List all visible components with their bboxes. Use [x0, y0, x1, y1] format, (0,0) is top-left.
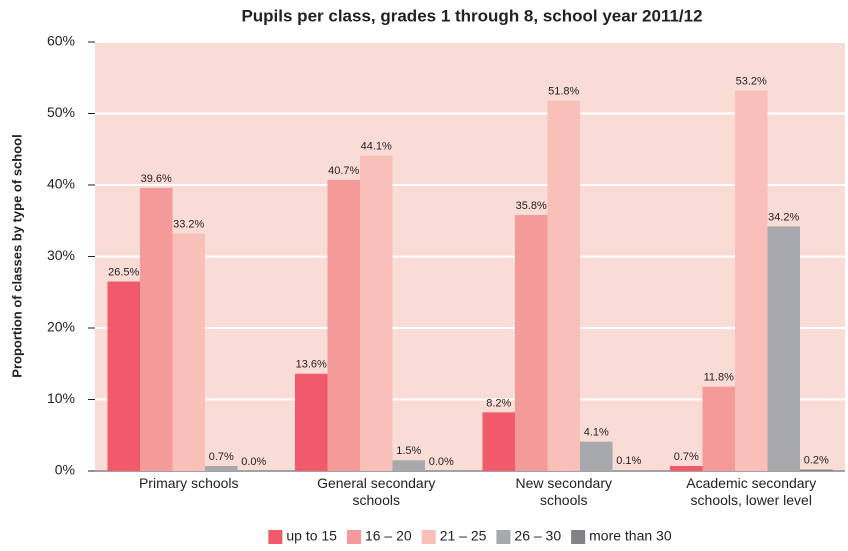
legend-swatch — [346, 530, 361, 544]
bar — [140, 187, 173, 472]
legend-item: 26 – 30 — [496, 528, 561, 544]
bar — [172, 233, 205, 471]
data-label: 0.0% — [241, 456, 266, 468]
legend-label: 21 – 25 — [440, 528, 487, 544]
x-tick-label: General secondary schools — [317, 475, 436, 508]
y-tick-label: 10% — [47, 390, 75, 406]
legend-item: 21 – 25 — [421, 528, 487, 544]
data-label: 0.0% — [429, 456, 454, 468]
data-label: 34.2% — [768, 211, 799, 223]
y-axis-label: Proportion of classes by type of school — [9, 134, 24, 377]
x-tick-label: Primary schools — [138, 475, 239, 491]
bar — [580, 441, 613, 471]
bar — [515, 215, 548, 471]
bar — [295, 373, 328, 471]
x-tick-label: New secondary schools — [515, 475, 613, 508]
y-tick-label: 60% — [47, 33, 75, 49]
bar — [670, 465, 703, 471]
bar — [327, 179, 360, 471]
data-label: 0.2% — [804, 454, 829, 466]
y-tick-label: 0% — [55, 462, 75, 478]
bar — [767, 226, 800, 471]
legend-item: up to 15 — [268, 528, 337, 544]
legend-label: up to 15 — [286, 528, 337, 544]
x-tick-label: Academic secondary schools, lower level — [686, 475, 817, 508]
data-label: 1.5% — [396, 445, 421, 457]
data-label: 11.8% — [704, 372, 735, 384]
bar — [800, 469, 833, 471]
data-label: 39.6% — [141, 173, 172, 185]
data-label: 4.1% — [584, 427, 609, 439]
y-tick-label: 20% — [47, 319, 75, 335]
legend-swatch — [496, 530, 511, 544]
chart-title: Pupils per class, grades 1 through 8, sc… — [241, 6, 702, 25]
bar — [547, 100, 580, 471]
bar — [702, 386, 735, 471]
bar — [205, 465, 238, 471]
legend-swatch — [268, 530, 283, 544]
y-tick-label: 40% — [47, 176, 75, 192]
data-label: 44.1% — [361, 141, 392, 153]
legend-swatch — [571, 530, 586, 544]
data-label: 33.2% — [173, 219, 204, 231]
data-label: 0.7% — [209, 451, 234, 463]
legend-label: 16 – 20 — [365, 528, 412, 544]
data-label: 51.8% — [548, 86, 579, 98]
data-label: 35.8% — [516, 200, 547, 212]
legend-swatch — [421, 530, 436, 544]
legend-item: 16 – 20 — [346, 528, 412, 544]
bar — [612, 470, 645, 471]
bar — [482, 412, 515, 471]
legend-item: more than 30 — [571, 528, 672, 544]
bar — [735, 90, 768, 472]
data-label: 8.2% — [486, 397, 511, 409]
legend-label: 26 – 30 — [514, 528, 561, 544]
data-label: 53.2% — [736, 76, 767, 88]
bar — [107, 281, 140, 471]
bar — [360, 155, 393, 471]
legend-label: more than 30 — [589, 528, 672, 544]
data-label: 0.7% — [674, 451, 699, 463]
y-tick-label: 30% — [47, 247, 75, 263]
data-label: 40.7% — [328, 165, 359, 177]
data-label: 13.6% — [296, 359, 327, 371]
y-tick-label: 50% — [47, 104, 75, 120]
data-label: 0.1% — [616, 455, 641, 467]
data-label: 26.5% — [108, 266, 139, 278]
bar — [392, 460, 425, 471]
